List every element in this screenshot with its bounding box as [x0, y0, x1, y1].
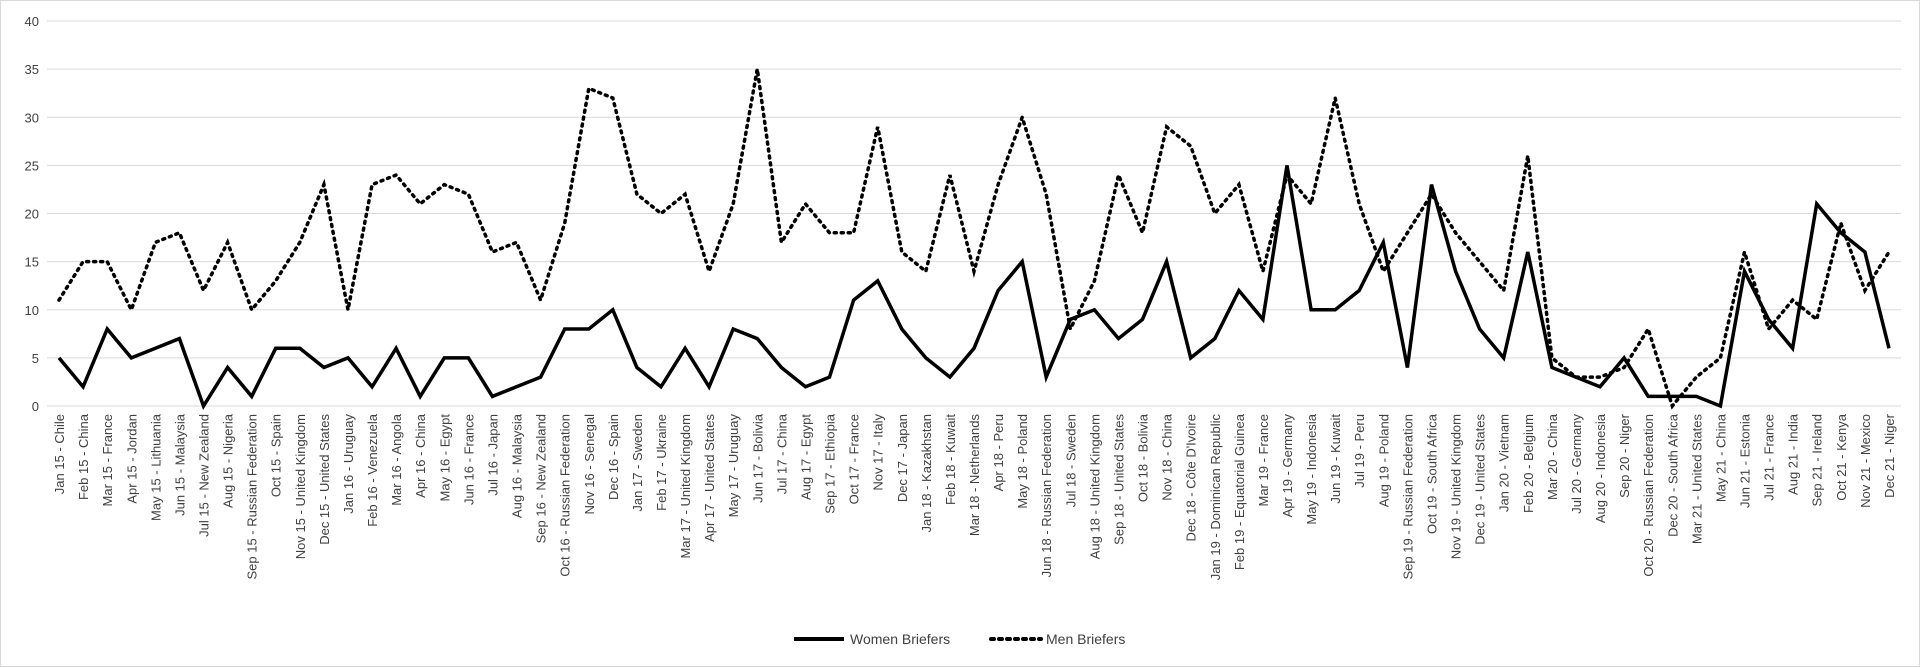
x-tick-label: Sep 20 - Niger [1617, 413, 1632, 497]
x-tick-label: Sep 15 - Russian Federation [245, 414, 260, 579]
y-tick-label: 30 [25, 110, 39, 125]
x-tick-label: Mar 19 - France [1256, 414, 1271, 506]
y-axis-ticks: 0 5 10 15 20 25 30 35 40 [25, 14, 39, 414]
x-tick-label: Feb 17 - Ukraine [654, 414, 669, 511]
x-tick-label: Oct 20 - Russian Federation [1641, 414, 1656, 577]
x-tick-label: Mar 21 - United States [1689, 414, 1704, 545]
x-tick-label: Jun 16 - France [461, 414, 476, 505]
x-tick-label: Feb 18 - Kuwait [943, 414, 958, 505]
y-tick-label: 5 [32, 351, 39, 366]
x-tick-label: Nov 17 - Italy [871, 414, 886, 491]
x-tick-label: Jul 20 - Germany [1569, 414, 1584, 514]
x-tick-label: Jun 21 - Estonia [1737, 413, 1752, 508]
x-tick-label: Nov 15 - United Kingdom [293, 414, 308, 559]
x-tick-label: May 19 - Indonesia [1304, 413, 1319, 524]
x-tick-label: Jun 18 - Russian Federation [1039, 414, 1054, 577]
x-tick-label: Feb 15 - China [76, 413, 91, 500]
y-tick-label: 20 [25, 207, 39, 222]
x-tick-label: May 18 - Poland [1015, 414, 1030, 509]
y-tick-label: 15 [25, 255, 39, 270]
x-tick-label: Apr 19 - Germany [1280, 414, 1295, 518]
x-tick-label: Sep 19 - Russian Federation [1400, 414, 1415, 579]
x-tick-label: Jul 15 - New Zealand [197, 414, 212, 537]
x-tick-label: Jul 19 - Peru [1352, 414, 1367, 488]
series-line-women-briefers [57, 165, 1891, 410]
x-tick-label: Jul 21 - France [1762, 414, 1777, 501]
y-tick-label: 25 [25, 158, 39, 173]
y-tick-label: 35 [25, 62, 39, 77]
y-tick-label: 10 [25, 303, 39, 318]
x-tick-label: Oct 18 - Bolivia [1136, 413, 1151, 502]
x-tick-label: Dec 16 - Spain [606, 414, 621, 500]
x-tick-label: Apr 18 - Peru [991, 414, 1006, 491]
x-tick-label: Sep 17 - Ethiopia [823, 413, 838, 514]
series-line-men-briefers [57, 68, 1891, 410]
x-tick-label: Aug 20 - Indonesia [1593, 413, 1608, 523]
x-tick-label: Jun 17 - Bolivia [750, 413, 765, 503]
y-tick-label: 40 [25, 14, 39, 29]
x-tick-label: Oct 21 - Kenya [1834, 413, 1849, 500]
x-axis-tick-labels: Jan 15 - Chile Feb 15 - China Mar 15 - Fra… [52, 413, 1897, 580]
x-tick-label: Aug 18 - United Kingdom [1087, 414, 1102, 559]
x-tick-label: Dec 15 - United States [317, 414, 332, 545]
x-tick-label: Nov 21 - Mexico [1858, 414, 1873, 508]
x-tick-label: Sep 18 - United States [1111, 414, 1126, 545]
x-tick-label: Aug 17 - Egypt [798, 414, 813, 500]
x-tick-label: Nov 19 - United Kingdom [1449, 414, 1464, 559]
x-tick-label: Mar 17 - United Kingdom [678, 414, 693, 559]
x-tick-label: Dec 17 - Japan [895, 414, 910, 502]
x-tick-label: Aug 15 - Nigeria [221, 413, 236, 508]
x-tick-label: Oct 17 - France [847, 414, 862, 504]
x-tick-label: Mar 20 - China [1545, 413, 1560, 500]
x-tick-label: Jul 17 - China [774, 413, 789, 494]
x-tick-label: Nov 16 - Senegal [582, 414, 597, 515]
x-tick-label: May 21 - China [1713, 413, 1728, 502]
x-tick-label: Feb 20 - Belgium [1521, 414, 1536, 513]
x-tick-label: Jul 18 - Sweden [1063, 414, 1078, 507]
x-tick-label: Oct 16 - Russian Federation [558, 414, 573, 577]
x-tick-label: Apr 16 - China [413, 413, 428, 498]
x-tick-label: Dec 18 - Côte D'Ivoire [1184, 414, 1199, 541]
series-lines [57, 68, 1891, 410]
y-tick-label: 0 [32, 399, 39, 414]
x-tick-label: Jan 15 - Chile [52, 414, 67, 494]
x-tick-label: Oct 15 - Spain [269, 414, 284, 497]
x-tick-label: Oct 19 - South Africa [1424, 413, 1439, 534]
x-tick-label: Mar 15 - France [100, 414, 115, 506]
x-tick-label: Aug 19 - Poland [1376, 414, 1391, 507]
x-tick-label: Sep 16 - New Zealand [534, 414, 549, 543]
x-tick-label: Jul 16 - Japan [485, 414, 500, 496]
x-tick-label: Apr 17 - United States [702, 414, 717, 542]
x-tick-label: Jan 16 - Uruguay [341, 414, 356, 514]
x-tick-label: May 16 - Egypt [437, 414, 452, 502]
x-tick-label: Dec 20 - South Africa [1665, 413, 1680, 537]
x-tick-label: Apr 15 - Jordan [124, 414, 139, 504]
x-tick-label: May 15 - Lithuania [148, 413, 163, 521]
x-tick-label: Aug 21 - India [1786, 413, 1801, 495]
x-tick-label: Feb 19 - Equatorial Guinea [1232, 413, 1247, 570]
x-tick-label: Mar 16 - Angola [389, 413, 404, 506]
x-tick-label: Nov 18 - China [1160, 413, 1175, 500]
x-tick-label: Jun 19 - Kuwait [1328, 414, 1343, 504]
x-tick-label: Dec 21 - Niger [1882, 413, 1897, 497]
x-tick-label: Dec 19 - United States [1473, 414, 1488, 545]
x-tick-label: Jan 17 - Sweden [630, 414, 645, 512]
x-tick-label: Sep 21 - Ireland [1810, 414, 1825, 507]
x-tick-label: Mar 18 - Netherlands [967, 414, 982, 537]
x-tick-label: Jan 20 - Vietnam [1497, 414, 1512, 512]
legend-label-men-briefers: Men Briefers [1046, 631, 1125, 647]
x-tick-label: Aug 16 - Malaysia [510, 413, 525, 518]
x-tick-label: Feb 16 - Venezuela [365, 413, 380, 527]
x-tick-label: Jan 19 - Dominican Republic [1208, 414, 1223, 581]
legend: Women Briefers Men Briefers [794, 631, 1125, 647]
x-tick-label: Jan 18 - Kazakhstan [919, 414, 934, 533]
x-tick-label: May 17 - Uruguay [726, 414, 741, 518]
legend-label-women-briefers: Women Briefers [850, 631, 950, 647]
x-tick-label: Jun 15 - Malaysia [172, 413, 187, 516]
